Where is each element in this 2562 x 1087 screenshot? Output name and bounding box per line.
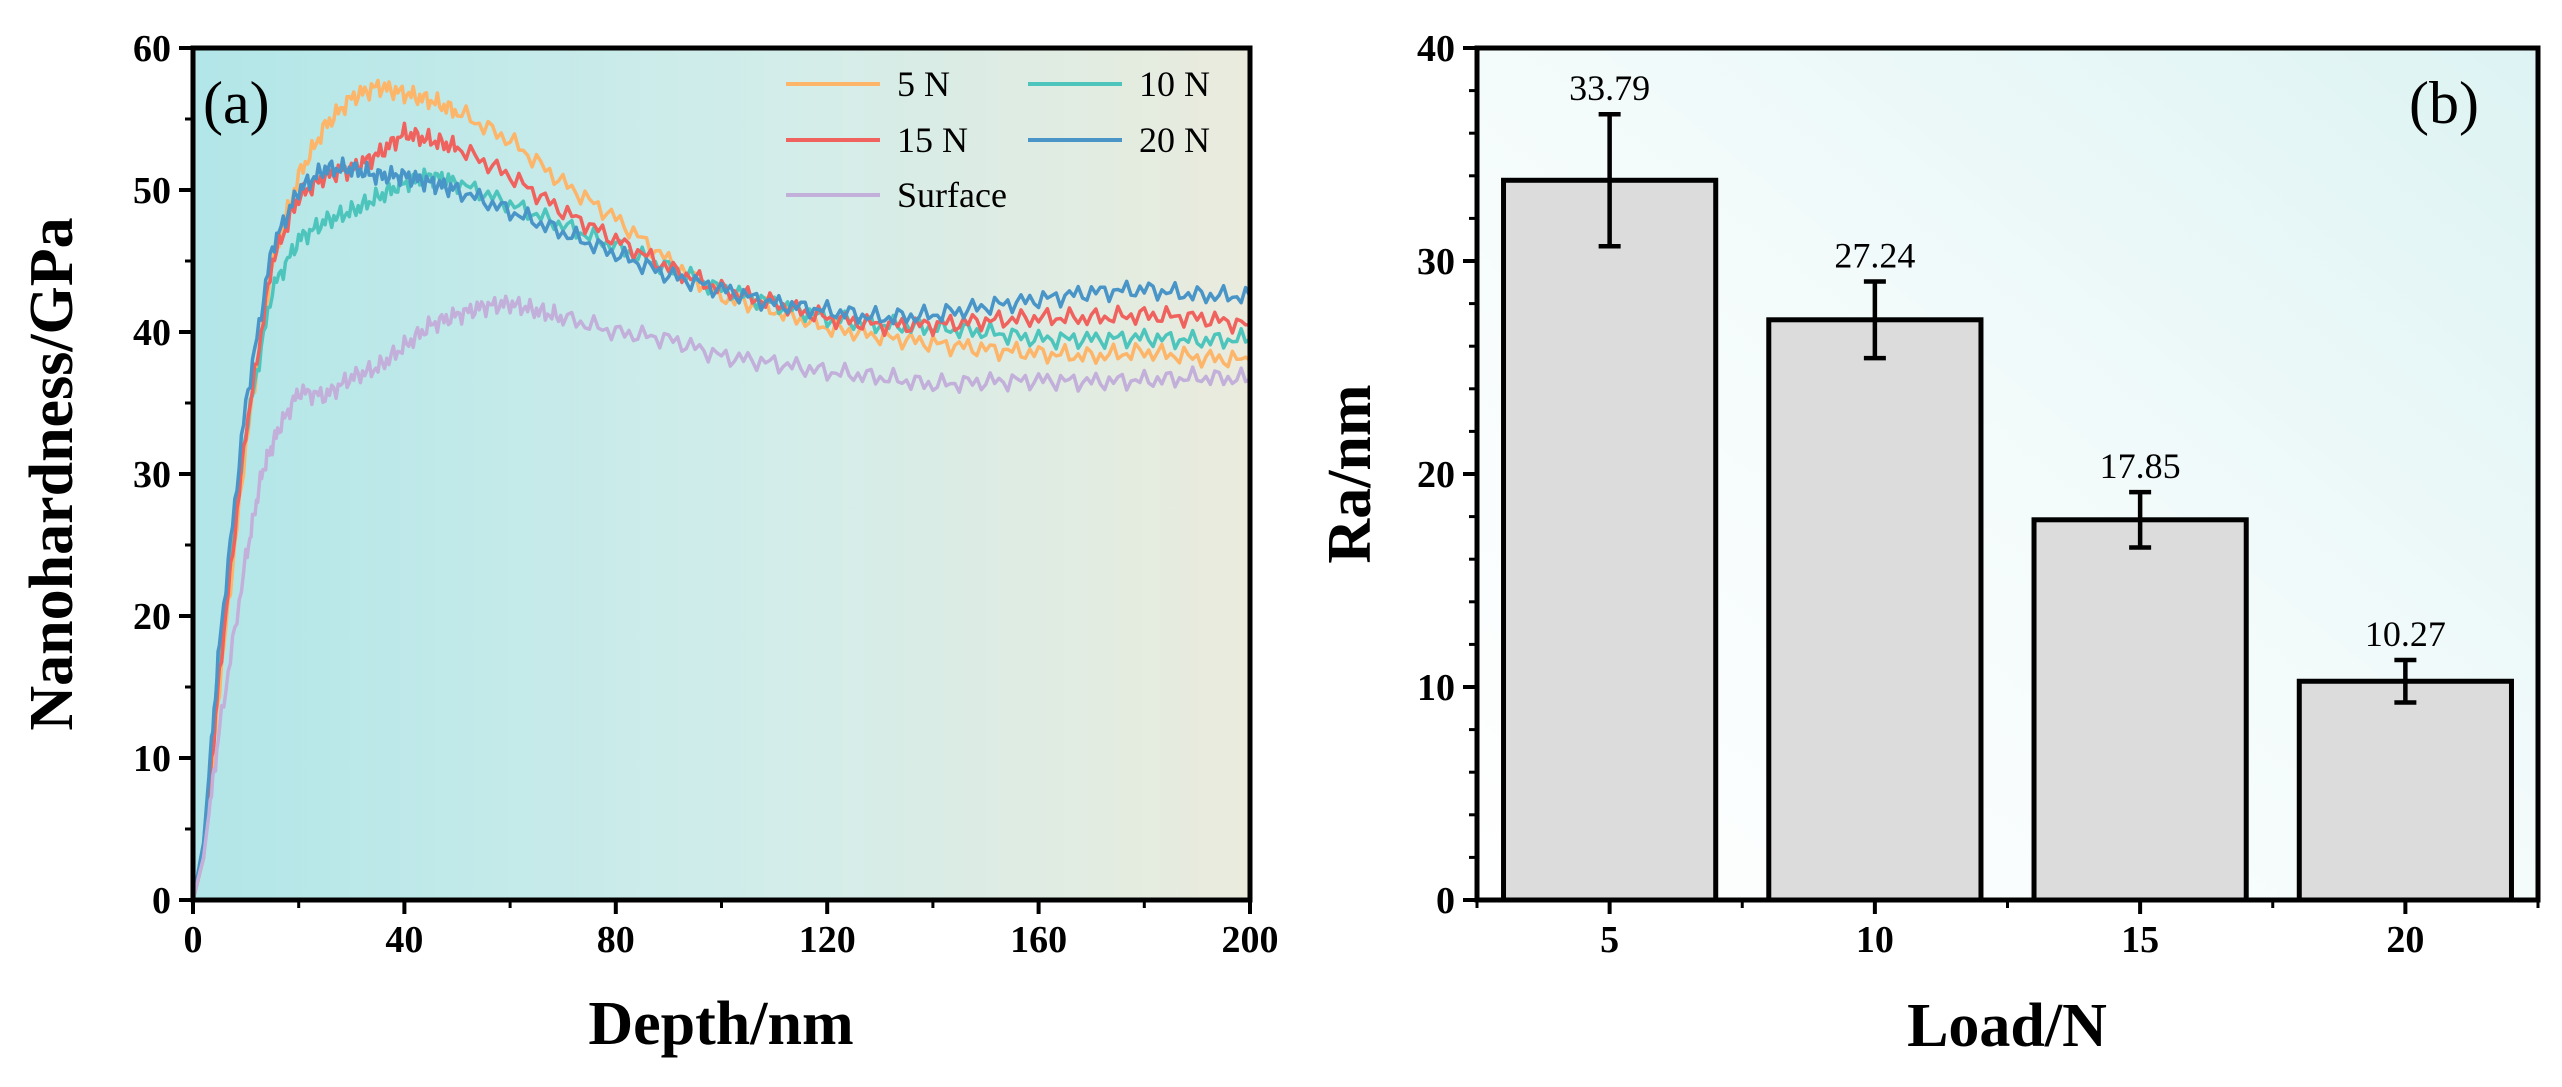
panel-a-series-group bbox=[191, 78, 1252, 902]
panel-b-label: (b) bbox=[2409, 70, 2479, 136]
panel-a-label: (a) bbox=[203, 70, 270, 136]
series-line-surface bbox=[191, 294, 1252, 902]
series-line-5-n bbox=[191, 78, 1252, 902]
x-tick-label: 0 bbox=[184, 919, 203, 961]
panel-b-axes: 5 10 15 20 0 10 20 30 40 bbox=[1417, 28, 2540, 961]
series-line-20-n bbox=[191, 156, 1252, 902]
panel-a-axes: 0 40 80 120 160 200 0 10 20 30 40 50 60 bbox=[133, 28, 1279, 961]
panel-a-line-chart: 0 40 80 120 160 200 0 10 20 30 40 50 60 (a) 5 N 10 N… bbox=[18, 28, 1279, 1058]
y-tick-label: 0 bbox=[1436, 880, 1455, 922]
bar-value-label-15: 17.85 bbox=[2100, 446, 2181, 486]
y-tick-label: 40 bbox=[1417, 28, 1455, 70]
x-tick-label: 200 bbox=[1222, 919, 1279, 961]
x-tick-label: 15 bbox=[2121, 919, 2159, 961]
x-tick-label: 120 bbox=[799, 919, 856, 961]
y-tick-label: 0 bbox=[152, 880, 171, 922]
x-tick-label: 80 bbox=[597, 919, 635, 961]
y-tick-label: 10 bbox=[133, 738, 171, 780]
y-tick-label: 30 bbox=[1417, 241, 1455, 283]
x-tick-label: 40 bbox=[385, 919, 423, 961]
bar-value-label-20: 10.27 bbox=[2365, 614, 2446, 654]
panel-b-bar-chart: 33.79 27.24 17.85 10.27 5 10 15 20 0 10 20 30 40 (b… bbox=[1316, 28, 2541, 1060]
bar-5 bbox=[1501, 177, 1719, 903]
y-tick-label: 10 bbox=[1417, 667, 1455, 709]
legend-label-surface: Surface bbox=[897, 175, 1007, 215]
panel-a-legend: 5 N 10 N 15 N 20 N Surface bbox=[786, 64, 1210, 215]
panel-b-y-axis-title: Ra/nm bbox=[1316, 384, 1384, 563]
legend-label-5n: 5 N bbox=[897, 64, 950, 104]
panel-a-y-axis-title: Nanohardness/GPa bbox=[18, 217, 86, 730]
legend-label-15n: 15 N bbox=[897, 120, 968, 160]
legend-label-20n: 20 N bbox=[1139, 120, 1210, 160]
panel-a-x-axis-title: Depth/nm bbox=[588, 990, 853, 1058]
y-tick-label: 20 bbox=[133, 596, 171, 638]
x-tick-label: 160 bbox=[1010, 919, 1067, 961]
x-tick-label: 20 bbox=[2386, 919, 2424, 961]
bar-value-label-10: 27.24 bbox=[1834, 235, 1915, 275]
y-tick-label: 40 bbox=[133, 312, 171, 354]
panel-b-bars-group: 33.79 27.24 17.85 10.27 bbox=[1501, 68, 2514, 903]
bar-20 bbox=[2296, 678, 2514, 903]
y-tick-label: 30 bbox=[133, 454, 171, 496]
y-tick-label: 60 bbox=[133, 28, 171, 70]
x-tick-label: 5 bbox=[1600, 919, 1619, 961]
y-tick-label: 20 bbox=[1417, 454, 1455, 496]
series-line-15-n bbox=[191, 121, 1252, 902]
x-tick-label: 10 bbox=[1856, 919, 1894, 961]
legend-label-10n: 10 N bbox=[1139, 64, 1210, 104]
y-tick-label: 50 bbox=[133, 170, 171, 212]
panel-a-plot-background bbox=[193, 48, 1250, 900]
bar-15 bbox=[2031, 517, 2249, 903]
bar-10 bbox=[1766, 317, 1984, 903]
bar-value-label-5: 33.79 bbox=[1569, 68, 1650, 108]
panel-b-x-axis-title: Load/N bbox=[1907, 992, 2107, 1060]
